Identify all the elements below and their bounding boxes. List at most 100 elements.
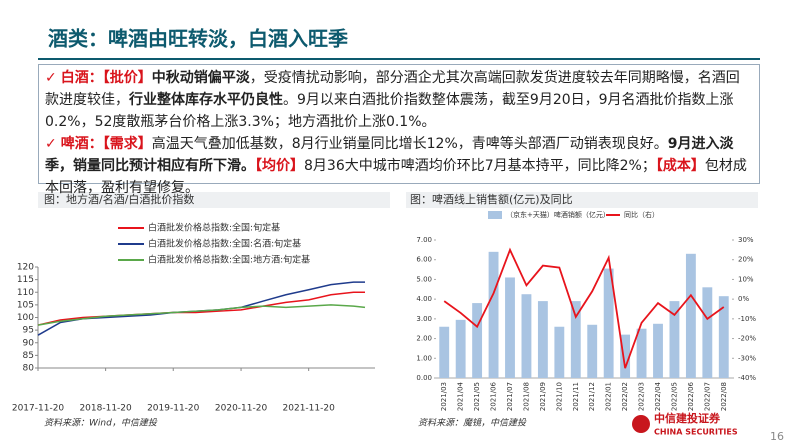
series-line bbox=[443, 247, 725, 369]
chart-title-bg bbox=[38, 192, 390, 208]
bar bbox=[455, 319, 466, 378]
x-tick-label: 2022/01 bbox=[605, 382, 613, 411]
legend-swatch bbox=[488, 211, 502, 219]
y2-tick-label: 10% bbox=[738, 275, 754, 283]
x-tick-label: 2021/05 bbox=[473, 382, 481, 411]
bar bbox=[521, 294, 532, 378]
text-segment: 【均价】 bbox=[255, 158, 304, 174]
bar bbox=[669, 301, 680, 378]
legend-label: （京东+天猫）啤酒销额（亿元） bbox=[506, 210, 610, 219]
bar bbox=[603, 268, 614, 378]
text-segment: 【批价】 bbox=[102, 70, 152, 86]
chart-title-bg bbox=[406, 192, 758, 208]
series-line bbox=[37, 281, 365, 336]
y-tick-label: 1.00 bbox=[416, 354, 432, 362]
x-tick-label: 2022/08 bbox=[720, 382, 728, 411]
y2-tick-label: 30% bbox=[738, 236, 754, 244]
text-box: ✓ 白酒：【批价】中秋动销偏平淡，受疫情扰动影响，部分酒企尤其次高端回款发货进度较… bbox=[38, 64, 760, 196]
logo-icon bbox=[632, 415, 650, 433]
page-number: 16 bbox=[770, 430, 784, 443]
bullet-marker: ✓ bbox=[45, 136, 57, 152]
text-segment: 白酒： bbox=[60, 70, 103, 86]
text-segment: 行业整体库存水平仍良性 bbox=[129, 92, 283, 108]
source: 资料来源：Wind，中信建投 bbox=[44, 418, 158, 429]
x-tick-label: 2022/03 bbox=[638, 382, 646, 411]
bar bbox=[620, 334, 631, 378]
x-tick-label: 2019-11-20 bbox=[147, 404, 200, 414]
bar bbox=[570, 301, 581, 378]
bar bbox=[505, 277, 515, 378]
bar bbox=[718, 296, 729, 378]
x-tick-label: 2022/04 bbox=[654, 381, 662, 411]
text-segment: 高温天气叠加低基数，8月行业销量同比增长12%，青啤等头部酒厂动销表现良好。 bbox=[151, 136, 668, 152]
x-tick-label: 2022/07 bbox=[703, 382, 711, 411]
text-segment: ，受疫情扰动影响，部分酒企尤其次高端回款发货进度较去年同期略慢，名酒回款进度较佳… bbox=[45, 70, 740, 108]
bar bbox=[439, 326, 450, 378]
x-tick-label: 2021/08 bbox=[522, 382, 530, 411]
y-tick-label: 90 bbox=[23, 338, 35, 348]
y2-tick-label: -40% bbox=[738, 374, 756, 382]
text-segment: 包材成本回落，盈利有望修复。 bbox=[45, 158, 747, 196]
y-tick-label: 0.00 bbox=[416, 374, 432, 382]
y-tick-label: 7.00 bbox=[416, 236, 432, 244]
bar bbox=[488, 251, 499, 378]
y-tick-label: 3.00 bbox=[416, 315, 432, 323]
y2-tick-label: -30% bbox=[738, 354, 756, 362]
text-segment: 8月36大中城市啤酒均价环比7月基本持平，同比降2%； bbox=[304, 158, 656, 174]
x-tick-label: 2022/05 bbox=[670, 382, 678, 411]
slide-title: 酒类：啤酒由旺转淡，白酒入旺季 bbox=[48, 27, 348, 51]
bar bbox=[554, 326, 565, 378]
bullet-marker: ✓ bbox=[45, 70, 57, 86]
logo-cn: 中信建投证券 bbox=[654, 411, 721, 425]
series-line bbox=[37, 291, 365, 326]
x-tick-label: 2021/06 bbox=[490, 381, 498, 411]
y2-tick-label: -10% bbox=[738, 315, 756, 323]
y-tick-label: 80 bbox=[23, 364, 35, 374]
text-segment: 9月进入淡季，销量同比预计相应有所下滑。 bbox=[45, 136, 734, 174]
legend-label: 白酒批发价格总指数:全国:名酒:旬定基 bbox=[148, 238, 301, 250]
x-tick-label: 2021/11 bbox=[572, 382, 580, 411]
x-tick-label: 2021/03 bbox=[440, 382, 448, 411]
y-tick-label: 120 bbox=[17, 263, 34, 273]
legend-label: 白酒批发价格总指数:全国:地方酒:旬定基 bbox=[148, 254, 310, 266]
bar bbox=[472, 303, 483, 378]
y2-tick-label: 20% bbox=[738, 256, 754, 264]
x-tick-label: 2021/09 bbox=[539, 382, 547, 411]
x-tick-label: 2021-11-20 bbox=[283, 404, 336, 414]
x-tick-label: 2021/07 bbox=[506, 382, 514, 411]
y2-tick-label: 0% bbox=[738, 295, 749, 303]
bar bbox=[702, 287, 713, 378]
logo-en: CHINA SECURITIES bbox=[654, 428, 738, 437]
x-tick-label: 2020-11-20 bbox=[215, 404, 268, 414]
y2-tick-label: -20% bbox=[738, 335, 756, 343]
text-segment: 。9月以来白酒批价指数整体震荡，截至9月20日，9月名酒批价指数上涨0.2%，5… bbox=[45, 92, 734, 130]
y-tick-label: 115 bbox=[17, 275, 34, 285]
bullet: ✓ 啤酒：【需求】高温天气叠加低基数，8月行业销量同比增长12%，青啤等头部酒厂动… bbox=[45, 133, 753, 199]
bar bbox=[636, 328, 647, 378]
bar bbox=[685, 253, 696, 378]
x-tick-label: 2022/06 bbox=[687, 381, 695, 411]
bar bbox=[653, 323, 663, 378]
text-segment: 啤酒： bbox=[60, 136, 103, 152]
chart-title: 图：地方酒/名酒/白酒批价指数 bbox=[44, 192, 194, 206]
y-tick-label: 4.00 bbox=[416, 295, 432, 303]
x-tick-label: 2017-11-20 bbox=[12, 404, 65, 414]
y-tick-label: 85 bbox=[23, 351, 34, 361]
source: 资料来源：魔镜，中信建投 bbox=[418, 418, 527, 429]
series-line bbox=[37, 304, 366, 326]
y-tick-label: 5.00 bbox=[416, 275, 432, 283]
x-tick-label: 2022/02 bbox=[621, 382, 629, 411]
text-segment: 中秋动销偏平淡 bbox=[151, 70, 250, 86]
x-tick-label: 2018-11-20 bbox=[79, 404, 132, 414]
y-tick-label: 6.00 bbox=[416, 256, 432, 264]
y-tick-label: 105 bbox=[17, 300, 34, 310]
x-tick-label: 2021/12 bbox=[588, 382, 596, 411]
chart-title: 图：啤酒线上销售额(亿元)及同比 bbox=[410, 192, 573, 206]
text-segment: 【需求】 bbox=[102, 136, 152, 152]
bar bbox=[537, 301, 548, 378]
y-tick-label: 2.00 bbox=[416, 335, 432, 343]
y-tick-label: 95 bbox=[23, 326, 34, 336]
bar bbox=[587, 324, 598, 378]
x-tick-label: 2021/04 bbox=[457, 381, 465, 411]
